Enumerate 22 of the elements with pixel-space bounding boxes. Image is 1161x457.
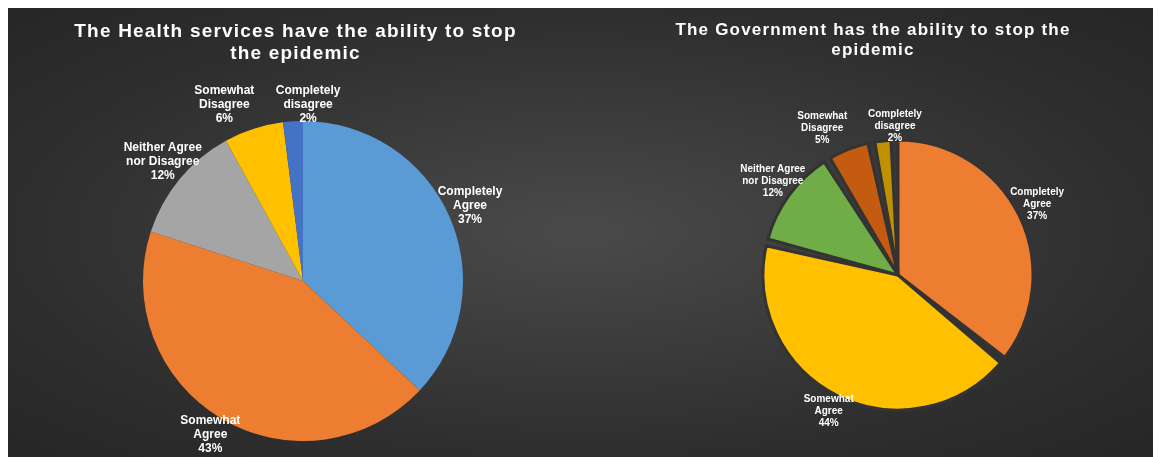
pie-slice — [225, 122, 303, 281]
chart-title: The Health services have the ability to stop the epidemic — [73, 20, 518, 64]
slice-label: Somewhat Disagree — [797, 109, 848, 133]
slice-label: Somewhat Disagree — [194, 82, 255, 111]
chart-title: The Government has the ability to stop the epidemic — [674, 20, 1072, 60]
data-label: 12% — [762, 186, 783, 198]
data-label: 37% — [1027, 209, 1048, 221]
slice-label: Neither Agree nor Disagree — [123, 139, 203, 168]
data-label: 2% — [299, 111, 318, 126]
data-label: 12% — [150, 167, 176, 182]
slice-label: Neither Agree nor Disagree — [740, 162, 806, 186]
slice-label: Completely Agree — [437, 183, 503, 212]
data-label: 37% — [458, 211, 483, 226]
slice-label: Completely disagree — [868, 107, 923, 131]
data-label: 2% — [887, 131, 903, 143]
data-label: 5% — [815, 133, 830, 145]
slice-label: Completely Agree — [1010, 185, 1065, 209]
pie-slice — [143, 231, 420, 441]
data-label: 43% — [198, 440, 223, 455]
slice-label: Completely disagree — [275, 83, 341, 112]
data-label: 6% — [215, 110, 234, 125]
data-label: 44% — [818, 416, 839, 428]
